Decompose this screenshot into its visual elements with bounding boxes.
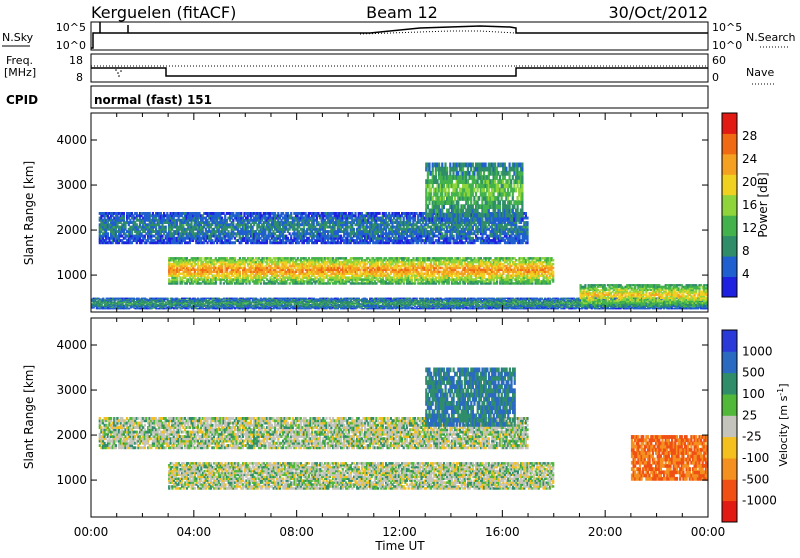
power-cell (552, 267, 554, 270)
noise-sky-line (91, 22, 708, 48)
freq-dots (115, 69, 122, 77)
freq-panel: Freq. [MHz] 18 8 60 0 Nave (4, 54, 776, 84)
freq-left-tick-low: 8 (76, 71, 83, 84)
noise-left-tick-high: 10^5 (56, 21, 86, 34)
cpid-value: normal (fast) 151 (94, 93, 212, 107)
noise-sky-label: N.Sky (2, 31, 34, 44)
cpid-label: CPID (6, 93, 38, 107)
noise-panel-frame (91, 22, 708, 50)
cpid-panel: CPID normal (fast) 151 (6, 86, 708, 108)
freq-right-tick-high: 60 (712, 54, 726, 67)
power-cell (290, 212, 292, 215)
power-cell (552, 271, 554, 274)
power-cell (379, 212, 381, 215)
noise-search-label: N.Search (746, 31, 796, 44)
power-cell (234, 257, 236, 260)
noise-right-tick-low: 10^0 (712, 39, 742, 52)
nave-label: Nave (746, 66, 774, 79)
power-heatmap (91, 113, 709, 312)
power-cell (123, 212, 125, 215)
power-cell (353, 228, 355, 231)
beam-title: Beam 12 (366, 3, 438, 22)
power-cell (552, 259, 554, 262)
noise-left-tick-low: 10^0 (56, 39, 86, 52)
power-cell (165, 226, 167, 229)
freq-label-line2: [MHz] (4, 66, 36, 79)
power-cell (354, 212, 356, 215)
freq-line (91, 68, 708, 76)
power-cell (200, 257, 202, 260)
freq-right-tick-low: 0 (712, 71, 719, 84)
date-title: 30/Oct/2012 (608, 3, 708, 22)
power-cell (552, 263, 554, 266)
noise-right-tick-high: 10^5 (712, 21, 742, 34)
power-cell (239, 271, 241, 274)
noise-panel: N.Sky 10^5 10^0 10^5 10^0 N.Search (2, 21, 796, 52)
freq-left-tick-high: 18 (69, 54, 83, 67)
station-title: Kerguelen (fitACF) (91, 3, 236, 22)
power-cell (107, 232, 109, 235)
power-cell (240, 212, 242, 215)
